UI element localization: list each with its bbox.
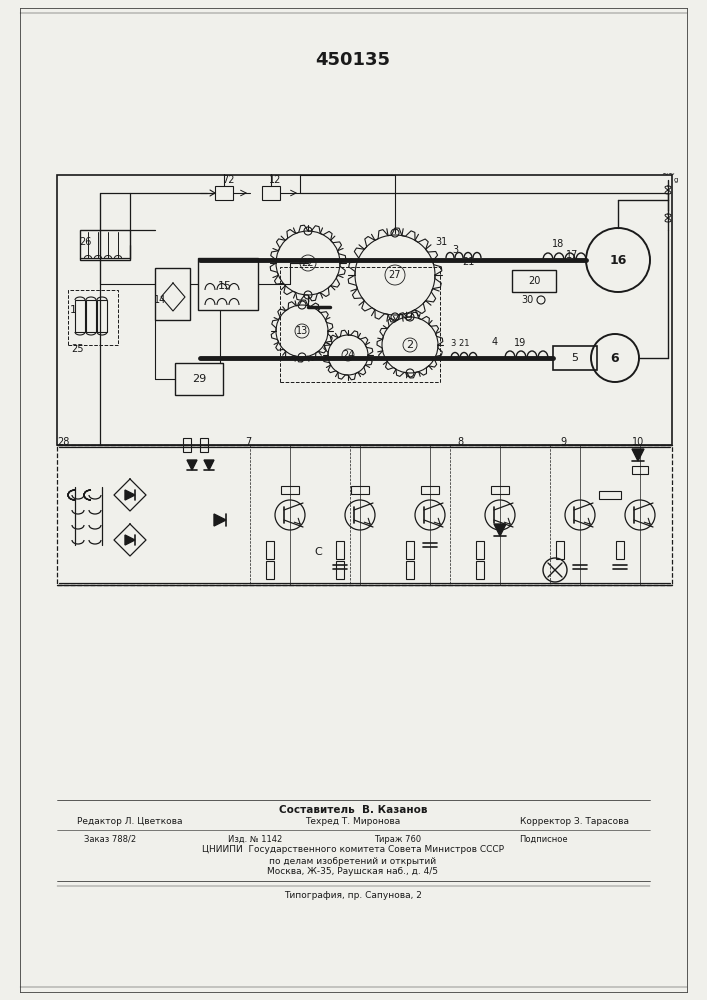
Polygon shape [125, 535, 135, 545]
Text: 10: 10 [632, 437, 644, 447]
Bar [599, 491, 621, 499]
Polygon shape [125, 490, 135, 500]
Text: 21: 21 [462, 257, 474, 267]
Polygon shape [187, 460, 197, 470]
Text: C: C [314, 547, 322, 557]
Bar [183, 438, 191, 452]
Text: Изд. № 1142: Изд. № 1142 [228, 834, 282, 844]
Text: Техред Т. Миронова: Техред Т. Миронова [305, 818, 401, 826]
Text: 9: 9 [560, 437, 566, 447]
Bar [175, 363, 223, 395]
Text: 72: 72 [222, 175, 234, 185]
Text: по делам изобретений и открытий: по делам изобретений и открытий [269, 856, 436, 865]
Bar [68, 290, 118, 345]
Bar [351, 486, 369, 494]
Text: 6: 6 [611, 352, 619, 364]
Text: 20: 20 [528, 276, 540, 286]
Text: Редактор Л. Цветкова: Редактор Л. Цветкова [77, 818, 182, 826]
Text: ЦНИИПИ  Государственного комитета Совета Министров СССР: ЦНИИПИ Государственного комитета Совета … [202, 846, 504, 854]
Text: 30: 30 [521, 295, 533, 305]
Text: ~~: ~~ [661, 170, 675, 180]
Bar [281, 486, 299, 494]
Text: 19: 19 [514, 338, 526, 348]
Text: Типография, пр. Сапунова, 2: Типография, пр. Сапунова, 2 [284, 892, 422, 900]
Text: 8: 8 [457, 437, 463, 447]
Text: 28: 28 [57, 437, 69, 447]
Bar [336, 541, 344, 559]
Bar [476, 561, 484, 579]
Bar [57, 445, 672, 585]
Text: 17: 17 [566, 250, 578, 260]
Bar [406, 561, 414, 579]
Text: 16: 16 [609, 253, 626, 266]
Text: Подписное: Подписное [519, 834, 567, 844]
Bar [262, 186, 280, 200]
Text: 31: 31 [435, 237, 447, 247]
Bar [266, 541, 274, 559]
Text: Составитель  В. Казанов: Составитель В. Казанов [279, 805, 427, 815]
Bar [200, 438, 208, 452]
Bar [336, 561, 344, 579]
Bar [75, 300, 85, 332]
Text: 14: 14 [154, 295, 166, 305]
Bar [266, 561, 274, 579]
Text: 2: 2 [407, 340, 414, 350]
Text: 22: 22 [302, 258, 314, 268]
Text: 12: 12 [269, 175, 281, 185]
Bar [80, 230, 130, 260]
Polygon shape [632, 449, 644, 461]
Text: Заказ 788/2: Заказ 788/2 [84, 834, 136, 844]
Polygon shape [204, 460, 214, 470]
Bar [280, 267, 440, 382]
Bar [215, 186, 233, 200]
Bar [57, 175, 672, 445]
Text: g: g [674, 177, 678, 183]
Bar [155, 268, 190, 320]
Text: 3: 3 [452, 245, 458, 255]
Text: Тираж 760: Тираж 760 [375, 834, 421, 844]
Text: 4: 4 [492, 337, 498, 347]
Bar [491, 486, 509, 494]
Text: 25: 25 [71, 344, 84, 354]
Bar [553, 346, 597, 370]
Text: 24: 24 [341, 350, 354, 360]
Text: 7: 7 [245, 437, 251, 447]
Polygon shape [494, 524, 506, 536]
Bar [632, 466, 648, 474]
Text: 15: 15 [218, 281, 232, 291]
Text: 13: 13 [296, 326, 308, 336]
Text: 450135: 450135 [315, 51, 390, 69]
Text: 18: 18 [552, 239, 564, 249]
Polygon shape [214, 514, 226, 526]
Bar [97, 300, 107, 332]
Bar [556, 541, 564, 559]
Text: 3 21: 3 21 [451, 338, 469, 348]
Text: Москва, Ж-35, Раушская наб., д. 4/5: Москва, Ж-35, Раушская наб., д. 4/5 [267, 867, 438, 876]
Bar [406, 541, 414, 559]
Text: 26: 26 [78, 237, 91, 247]
Text: 5: 5 [571, 353, 578, 363]
Text: 1: 1 [69, 305, 76, 315]
Bar [421, 486, 439, 494]
Bar [512, 270, 556, 292]
Text: 27: 27 [389, 270, 402, 280]
Bar [616, 541, 624, 559]
Text: 29: 29 [192, 374, 206, 384]
Bar [476, 541, 484, 559]
Bar [86, 300, 96, 332]
Bar [198, 258, 258, 310]
Text: Корректор З. Тарасова: Корректор З. Тарасова [520, 818, 629, 826]
